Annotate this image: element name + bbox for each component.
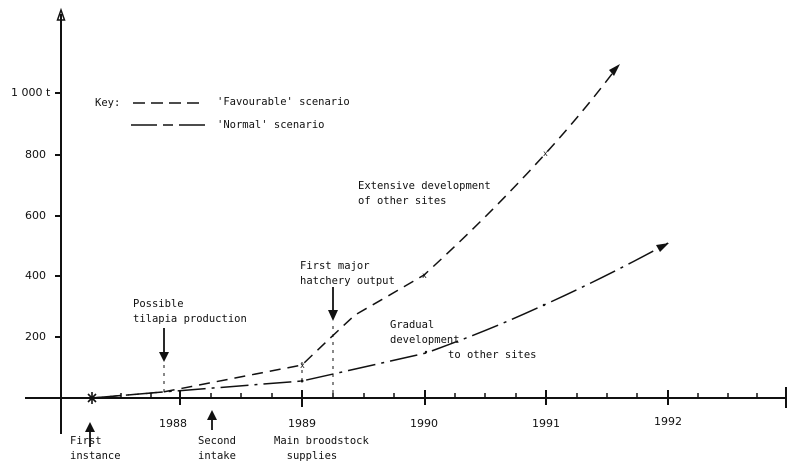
- legend-label-normal: 'Normal' scenario: [217, 119, 325, 131]
- annotation-to-other-sites: to other sites: [448, 349, 537, 361]
- annotation-gradual-development: Gradual development: [390, 319, 460, 346]
- svg-text:x: x: [422, 271, 427, 280]
- annotation-main-broodstock: Main broodstock supplies: [274, 435, 369, 462]
- svg-text:x: x: [300, 361, 305, 370]
- normal-arrowhead: [656, 243, 669, 252]
- x-tick-1988: 1988: [159, 417, 187, 430]
- annotation-possible-tilapia: Possible tilapia production: [133, 298, 247, 325]
- guide-lines: [163, 326, 334, 398]
- y-tick-1000: 1 000 t: [11, 86, 51, 99]
- y-tick-800: 800: [25, 148, 46, 161]
- y-tick-200: 200: [25, 330, 46, 343]
- annotation-extensive-development: Extensive development of other sites: [358, 180, 491, 207]
- series-favourable: [91, 65, 619, 399]
- x-tick-1992: 1992: [654, 415, 682, 428]
- legend-label-favourable: 'Favourable' scenario: [217, 96, 350, 108]
- y-tick-600: 600: [25, 209, 46, 222]
- annotation-arrows: [85, 287, 338, 447]
- svg-text:x: x: [543, 149, 548, 158]
- y-tick-400: 400: [25, 269, 46, 282]
- x-tick-1990: 1990: [410, 417, 438, 430]
- annotation-first-instance: First instance: [70, 435, 121, 462]
- annotation-first-hatchery-output: First major hatchery output: [300, 260, 395, 287]
- y-axis: [55, 7, 66, 434]
- annotation-second-intake: Second intake: [198, 435, 236, 462]
- legend-title: Key:: [95, 97, 121, 109]
- x-axis: [25, 387, 787, 408]
- first-instance-marker: [86, 392, 98, 404]
- data-markers: x x x: [300, 149, 548, 383]
- x-tick-1991: 1991: [532, 417, 560, 430]
- x-tick-1989: 1989: [288, 417, 316, 430]
- legend-swatches: [131, 102, 205, 126]
- favourable-arrowhead: [609, 64, 620, 76]
- series-normal: [91, 242, 669, 399]
